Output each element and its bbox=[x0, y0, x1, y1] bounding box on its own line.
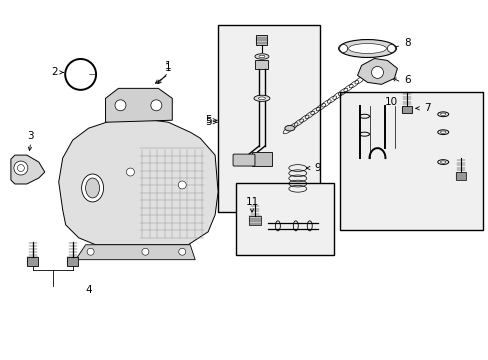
Circle shape bbox=[126, 168, 134, 176]
Ellipse shape bbox=[259, 55, 264, 58]
Circle shape bbox=[18, 165, 24, 171]
Bar bbox=[339, 92, 482, 230]
Text: 5: 5 bbox=[204, 117, 211, 127]
Ellipse shape bbox=[440, 113, 445, 116]
Text: 6: 6 bbox=[403, 75, 410, 85]
Ellipse shape bbox=[81, 174, 103, 202]
Ellipse shape bbox=[348, 44, 386, 54]
Polygon shape bbox=[11, 155, 45, 184]
Bar bbox=[255, 60, 268, 69]
Text: 10: 10 bbox=[384, 97, 397, 107]
Bar bbox=[236, 183, 333, 255]
Ellipse shape bbox=[440, 131, 445, 134]
Ellipse shape bbox=[338, 40, 396, 58]
Bar bbox=[256, 35, 267, 45]
FancyBboxPatch shape bbox=[233, 154, 254, 166]
Circle shape bbox=[87, 248, 94, 255]
Circle shape bbox=[115, 100, 126, 111]
Circle shape bbox=[179, 248, 185, 255]
Ellipse shape bbox=[254, 54, 268, 59]
Text: 7: 7 bbox=[423, 103, 430, 113]
Polygon shape bbox=[357, 58, 397, 84]
Text: 2: 2 bbox=[51, 67, 58, 77]
Circle shape bbox=[371, 67, 383, 78]
Bar bbox=[67, 257, 78, 266]
Ellipse shape bbox=[285, 126, 294, 131]
Circle shape bbox=[339, 45, 347, 53]
Bar bbox=[248, 216, 261, 225]
Circle shape bbox=[151, 100, 162, 111]
Circle shape bbox=[142, 248, 148, 255]
Bar bbox=[455, 172, 465, 180]
Circle shape bbox=[386, 45, 395, 53]
Polygon shape bbox=[76, 245, 195, 260]
Ellipse shape bbox=[253, 95, 269, 102]
Bar bbox=[27, 257, 38, 266]
Polygon shape bbox=[59, 118, 218, 245]
Text: 5: 5 bbox=[204, 115, 211, 125]
Bar bbox=[402, 106, 411, 113]
Text: 9: 9 bbox=[314, 163, 321, 173]
Bar bbox=[218, 24, 319, 212]
Bar bbox=[251, 152, 271, 166]
Circle shape bbox=[178, 181, 186, 189]
Text: 8: 8 bbox=[403, 37, 410, 48]
Polygon shape bbox=[105, 88, 172, 122]
Text: 1: 1 bbox=[164, 63, 171, 73]
Text: 4: 4 bbox=[85, 284, 92, 294]
Ellipse shape bbox=[440, 161, 445, 163]
Ellipse shape bbox=[85, 178, 100, 198]
Circle shape bbox=[71, 65, 90, 84]
Text: 1: 1 bbox=[164, 62, 171, 71]
Text: 11: 11 bbox=[245, 197, 258, 207]
Circle shape bbox=[14, 161, 28, 175]
Ellipse shape bbox=[258, 97, 265, 100]
Text: 3: 3 bbox=[27, 131, 34, 141]
